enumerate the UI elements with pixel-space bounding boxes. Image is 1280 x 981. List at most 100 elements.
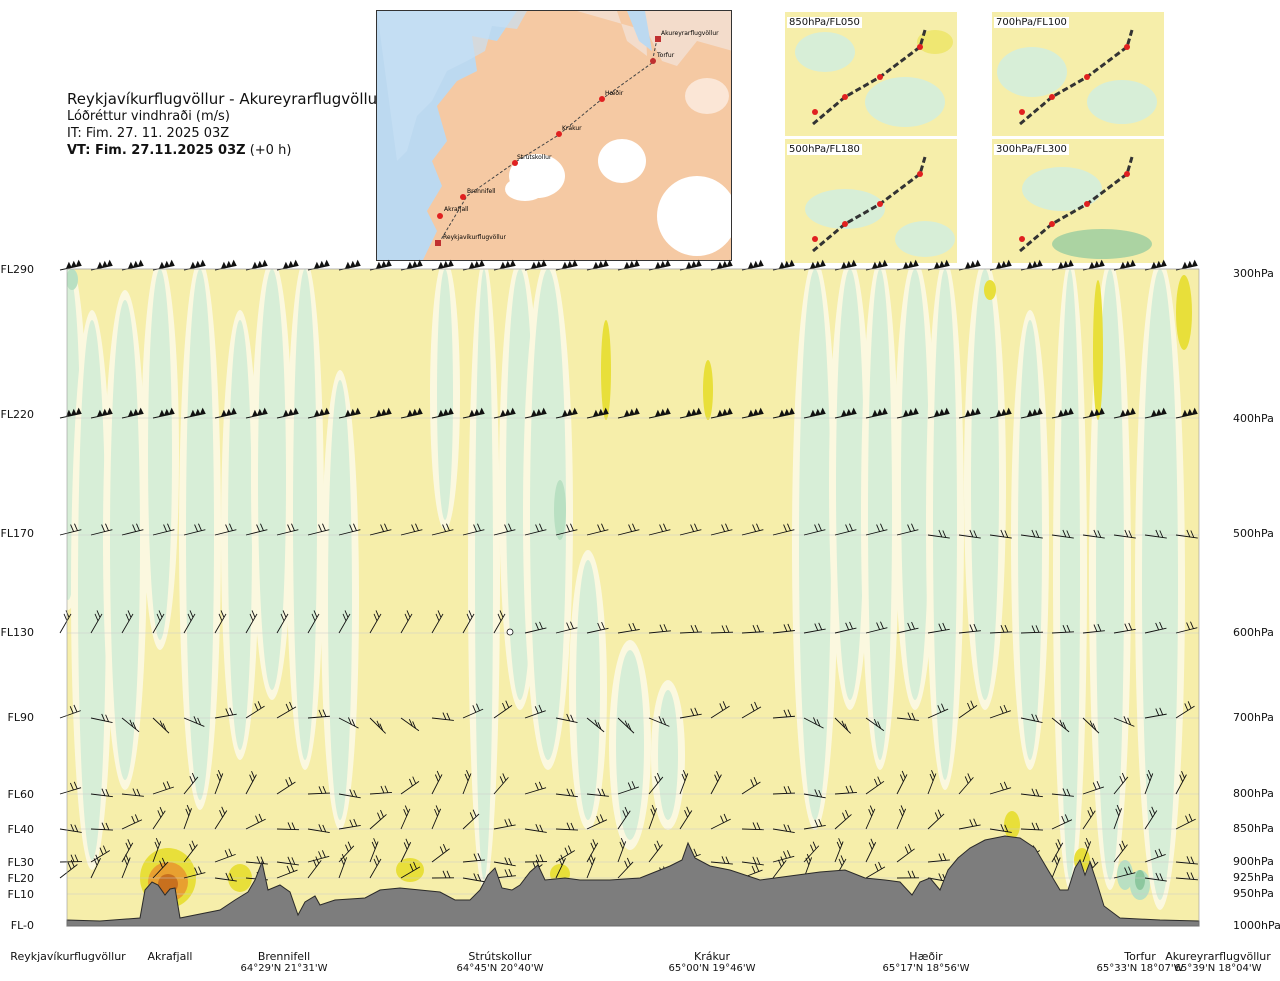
- wind-barb: [1113, 259, 1136, 271]
- barb-feather: [105, 523, 109, 531]
- barb-feather: [878, 861, 882, 870]
- barb-feather: [1055, 842, 1060, 850]
- wind-barb: [989, 529, 1012, 539]
- station-name: Torfur: [1124, 950, 1156, 963]
- wind-barb: [524, 407, 547, 419]
- barb-pennant: [313, 261, 320, 269]
- barb-feather: [105, 822, 110, 831]
- barb-feather: [814, 623, 819, 631]
- wind-barb: [865, 259, 888, 271]
- barb-pennant: [75, 407, 82, 415]
- station-haedir: Hæðir 65°17'N 18°56'W: [883, 950, 970, 974]
- barb-feather: [1159, 621, 1163, 630]
- barb-pennant: [938, 260, 945, 268]
- barb-staff: [1082, 786, 1104, 795]
- barb-pennant: [659, 260, 666, 268]
- barb-feather: [95, 854, 100, 862]
- wind-barb: [1082, 781, 1104, 795]
- thumb-500hpa[interactable]: 500hPa/FL180: [785, 139, 957, 263]
- barb-feather: [721, 625, 726, 633]
- barb-feather: [446, 712, 451, 721]
- wind-barb: [121, 788, 144, 797]
- barb-feather: [508, 857, 513, 866]
- barb-pennant: [261, 259, 268, 267]
- barb-feather: [597, 524, 601, 532]
- wind-barb: [183, 407, 206, 419]
- wind-barb: [524, 781, 547, 795]
- station-brennifell: Brennifell 64°29'N 21°31'W: [241, 950, 328, 974]
- barb-pennant: [168, 259, 175, 267]
- wind-barb: [307, 850, 330, 863]
- barb-feather: [502, 773, 507, 781]
- barb-feather: [601, 788, 606, 797]
- barb-feather: [964, 776, 969, 784]
- barb-feather: [654, 843, 658, 852]
- barb-pennant: [1150, 261, 1157, 269]
- barb-staff: [741, 529, 764, 536]
- barb-feather: [1031, 713, 1036, 722]
- barb-staff: [648, 717, 670, 727]
- barb-pennant: [375, 261, 382, 269]
- wind-barb: [276, 856, 299, 866]
- barb-feather: [868, 809, 873, 817]
- barb-feather: [131, 815, 136, 824]
- barb-feather: [626, 857, 631, 866]
- barb-feather: [844, 723, 849, 731]
- wind-barb: [338, 610, 351, 634]
- barb-feather: [725, 625, 730, 633]
- barb-feather: [783, 786, 788, 794]
- barb-pennant: [292, 407, 299, 415]
- wind-barb: [400, 523, 423, 536]
- barb-feather: [260, 523, 264, 531]
- barb-pennant: [1181, 261, 1188, 269]
- barb-pennant: [96, 409, 103, 417]
- barb-feather: [74, 824, 79, 832]
- wind-barb: [152, 837, 162, 863]
- wind-barb: [152, 610, 165, 634]
- barb-staff: [1020, 828, 1043, 831]
- barb-feather: [504, 869, 509, 877]
- barb-pennant: [933, 261, 940, 269]
- barb-pennant: [344, 261, 351, 269]
- wind-barb: [338, 407, 361, 419]
- barb-feather: [249, 613, 254, 622]
- barb-feather: [436, 770, 441, 779]
- barb-pennant: [158, 261, 165, 269]
- wind-barb: [90, 788, 113, 798]
- wind-barb: [710, 813, 731, 830]
- barb-pennant: [778, 409, 785, 417]
- thumb-850hpa[interactable]: 850hPa/FL050: [785, 12, 957, 136]
- wind-barb: [927, 703, 949, 719]
- barb-staff: [307, 529, 330, 536]
- barb-feather: [719, 703, 724, 711]
- barb-feather: [1159, 530, 1164, 538]
- barb-pennant: [194, 260, 201, 268]
- barb-feather: [437, 610, 442, 618]
- route-map: Akureyrarflugvöllur Torfur Hæðir Krákur …: [376, 10, 732, 261]
- barb-feather: [720, 815, 724, 823]
- wind-barb: [1175, 529, 1198, 539]
- barb-feather: [251, 610, 256, 618]
- updraft-band: [933, 269, 957, 780]
- barb-feather: [841, 720, 846, 729]
- thumb-300hpa[interactable]: 300hPa/FL300: [992, 139, 1164, 263]
- barb-feather: [560, 854, 565, 862]
- wind-barb: [1051, 624, 1074, 634]
- thumb-700hpa[interactable]: 700hPa/FL100: [992, 12, 1164, 136]
- wind-barb: [59, 259, 82, 271]
- barb-feather: [787, 786, 792, 794]
- barb-pennant: [664, 259, 671, 267]
- barb-feather: [1190, 856, 1195, 864]
- wind-barb: [121, 854, 131, 879]
- wind-barb: [1144, 848, 1166, 863]
- wind-barb: [276, 701, 297, 719]
- barb-feather: [1066, 624, 1071, 633]
- barb-feather: [225, 708, 230, 716]
- barb-pennant: [850, 259, 857, 267]
- axis-right-300: 300hPa: [1233, 267, 1274, 280]
- updraft-band: [110, 300, 140, 780]
- barb-pennant: [323, 259, 330, 267]
- barb-feather: [345, 844, 349, 852]
- wind-barb: [555, 259, 578, 271]
- barb-feather: [439, 846, 444, 854]
